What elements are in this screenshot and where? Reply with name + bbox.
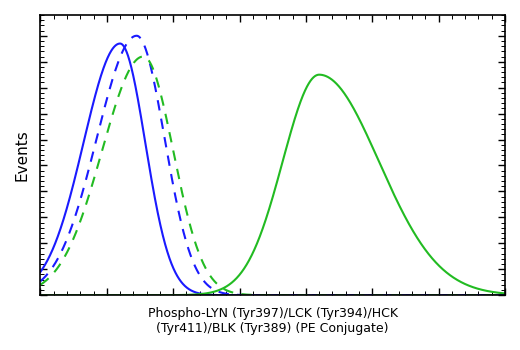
- Y-axis label: Events: Events: [15, 129, 30, 181]
- X-axis label: Phospho-LYN (Tyr397)/LCK (Tyr394)/HCK
(Tyr411)/BLK (Tyr389) (PE Conjugate): Phospho-LYN (Tyr397)/LCK (Tyr394)/HCK (T…: [148, 307, 398, 335]
